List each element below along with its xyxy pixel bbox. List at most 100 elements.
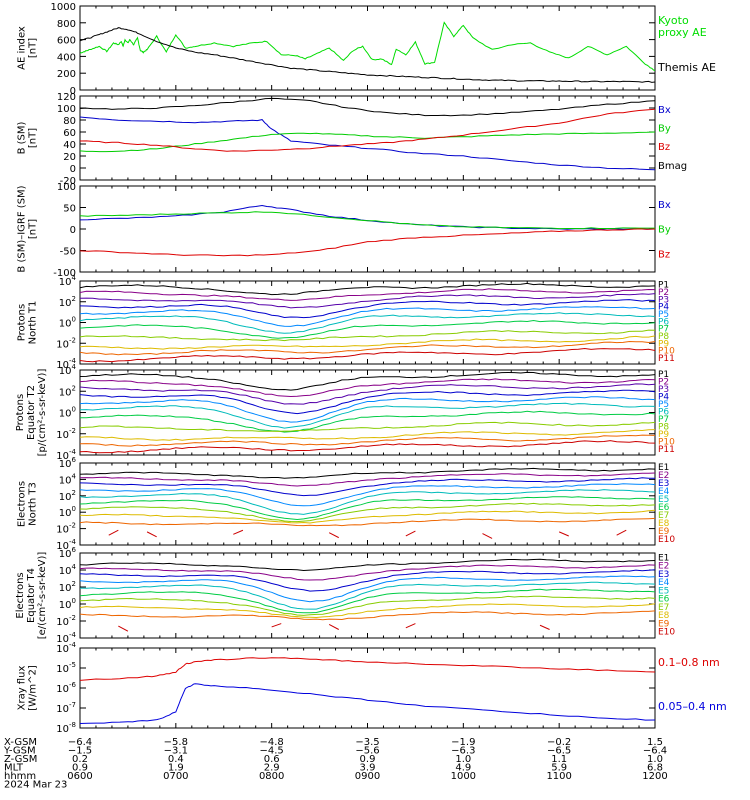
series-line-e8 [80, 603, 655, 619]
series-segment-e10 [482, 533, 493, 539]
y-tick-label: 10-4 [56, 448, 76, 462]
legend-label-p11: P11 [658, 354, 675, 364]
legend-label: Kyoto [658, 14, 689, 27]
series-line-by [80, 131, 655, 153]
y-tick-label: -50 [60, 247, 76, 258]
legend-label-p5: P5 [658, 400, 669, 410]
ephemeris-value: −5.8 [164, 737, 188, 748]
ephemeris-value: −4.8 [260, 737, 284, 748]
y-axis-label: [nT] [28, 38, 39, 58]
y-tick-label: 10-2 [56, 336, 76, 350]
ephemeris-value: −1.9 [451, 737, 475, 748]
ephemeris-value: −6.4 [643, 746, 667, 757]
legend-label-e1: E1 [658, 553, 669, 563]
y-axis-label: Equator T4 [26, 568, 37, 623]
series-line-p5 [80, 396, 655, 423]
series-line-e7 [80, 502, 655, 523]
legend-label-p9: P9 [658, 339, 669, 349]
ephemeris-value: −6.4 [68, 737, 92, 748]
legend-label-p7: P7 [658, 325, 669, 335]
y-axis-label: North T3 [28, 482, 39, 526]
series-line-p10 [80, 340, 655, 356]
series-segment-e10 [328, 532, 339, 539]
legend-label-e10: E10 [658, 535, 675, 545]
ephemeris-row-label: MLT [4, 763, 24, 774]
legend-label-e7: E7 [658, 603, 669, 613]
ephemeris-value: 0.9 [72, 763, 88, 774]
y-tick-label: 100 [59, 597, 76, 611]
ephemeris-row-label: hhmm [4, 771, 36, 782]
ephemeris-value: 1.0 [647, 754, 663, 765]
legend-label-p3: P3 [658, 295, 669, 305]
y-tick-label: 106 [59, 456, 77, 470]
legend-label-p6: P6 [658, 407, 669, 417]
series-line-p7 [80, 319, 655, 339]
y-tick-label: 100 [57, 182, 76, 193]
legend-label-p3: P3 [658, 385, 669, 395]
legend-label-e10: E10 [658, 628, 675, 638]
ephemeris-value: 6.8 [647, 763, 663, 774]
ephemeris-value: −0.2 [547, 737, 571, 748]
ephemeris-value: 0600 [67, 771, 92, 782]
series-line-p11 [80, 347, 655, 363]
ephemeris-value: 0900 [355, 771, 380, 782]
y-tick-label: 120 [57, 92, 76, 103]
y-tick-label: 100 [57, 104, 76, 115]
y-tick-label: 1000 [51, 2, 76, 13]
y-axis-label: Protons [15, 394, 26, 431]
y-tick-label: 800 [57, 19, 76, 30]
series-line-00504nm [80, 683, 655, 724]
legend-label-by: By [658, 225, 671, 236]
legend-label-p4: P4 [658, 392, 669, 402]
legend-label-p10: P10 [658, 437, 675, 447]
series-line-e8 [80, 509, 655, 524]
y-tick-label: 10-5 [56, 661, 76, 675]
y-axis-label: North T1 [28, 301, 39, 345]
y-tick-label: 10-4 [56, 631, 76, 645]
y-axis-label: [e/(cm²-s-sr-keV)] [37, 552, 48, 640]
legend-label-e4: E4 [658, 487, 670, 497]
ephemeris-value: 0.2 [72, 754, 88, 765]
series-line-p2 [80, 288, 655, 301]
ephemeris-value: 0.4 [168, 754, 184, 765]
legend-label-00504nm: 0.05–0.4 nm [658, 700, 727, 713]
series-line-p9 [80, 335, 655, 350]
series-segment-e10 [405, 623, 416, 629]
legend-label-p11: P11 [658, 445, 675, 455]
y-tick-label: 100 [59, 505, 76, 519]
series-segment-e10 [405, 530, 416, 537]
y-tick-label: 10-6 [56, 681, 76, 695]
ephemeris-value: 2.9 [264, 763, 280, 774]
legend-label-e3: E3 [658, 479, 669, 489]
y-axis-label: Equator T2 [26, 385, 37, 440]
series-line-p11 [80, 440, 655, 454]
legend-label-p9: P9 [658, 430, 669, 440]
series-line-p8 [80, 329, 655, 342]
series-line-bz [80, 108, 655, 152]
legend-label-p2: P2 [658, 288, 669, 298]
y-axis-label: B (SM)–IGRF (SM) [17, 185, 28, 272]
legend-label-themisae: Themis AE [657, 61, 716, 74]
series-line-p4 [80, 299, 655, 319]
series-line-e9 [80, 517, 655, 527]
ephemeris-row-label: X-GSM [4, 737, 37, 748]
series-line-e6 [80, 496, 655, 521]
ephemeris-value: −3.5 [355, 737, 379, 748]
y-tick-label: 0 [70, 164, 76, 175]
y-tick-label: 10-2 [56, 522, 76, 536]
legend-label-e6: E6 [658, 503, 670, 513]
y-tick-label: 60 [63, 128, 76, 139]
series-line-bz [80, 228, 655, 257]
y-tick-label: 104 [59, 274, 77, 288]
legend-label-bmag: Bmag [658, 161, 687, 172]
y-tick-label: 400 [57, 52, 76, 63]
y-tick-label: 10-4 [56, 641, 76, 655]
ephemeris-value: −4.5 [260, 746, 284, 757]
panel-frame-7 [79, 552, 656, 639]
y-axis-label: [W/m^2] [28, 665, 39, 711]
legend-label-bx: Bx [658, 105, 671, 116]
y-tick-label: 106 [59, 546, 77, 560]
y-axis-label: B (SM) [17, 121, 28, 154]
series-line-themisae [80, 27, 655, 83]
